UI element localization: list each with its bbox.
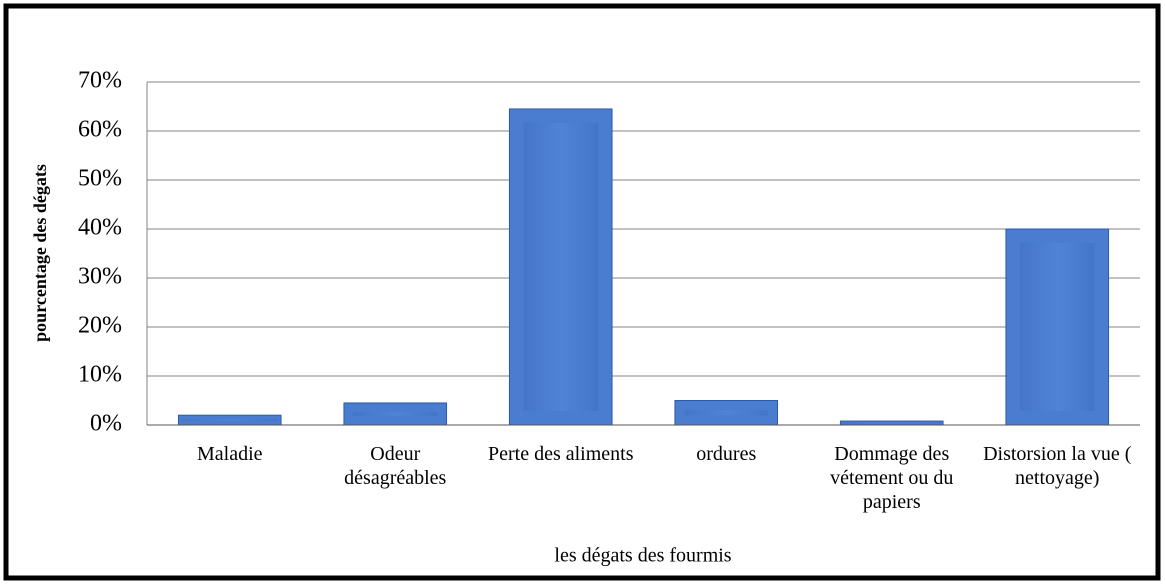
x-tick-label: Dommage des vétement ou du papiers <box>830 443 954 513</box>
bar-bevel <box>1019 243 1095 411</box>
y-axis-label: pourcentage des dégats <box>30 164 50 342</box>
y-tick-label: 70% <box>78 68 122 94</box>
x-tick-label: Distorsion la vue ( nettoyage) <box>983 443 1132 489</box>
bar-bevel <box>684 410 768 416</box>
bar-bevel <box>523 122 599 411</box>
y-tick-label: 50% <box>78 166 122 192</box>
y-tick-label: 30% <box>78 264 122 290</box>
y-tick-label: 40% <box>78 215 122 241</box>
bar-bevel <box>352 411 438 417</box>
x-tick-label: Perte des aliments <box>487 443 634 465</box>
y-tick-label: 10% <box>78 362 122 388</box>
x-tick-label: ordures <box>696 443 757 465</box>
y-tick-label: 60% <box>78 117 122 143</box>
x-axis-label: les dégats des fourmis <box>554 545 731 567</box>
bar-bevel <box>182 419 278 422</box>
bar-bevel <box>842 422 942 424</box>
x-tick-label: Odeur désagréables <box>344 443 447 489</box>
y-tick-label: 0% <box>90 411 122 437</box>
y-tick-label: 20% <box>78 313 122 339</box>
x-tick-label: Maladie <box>196 443 263 465</box>
